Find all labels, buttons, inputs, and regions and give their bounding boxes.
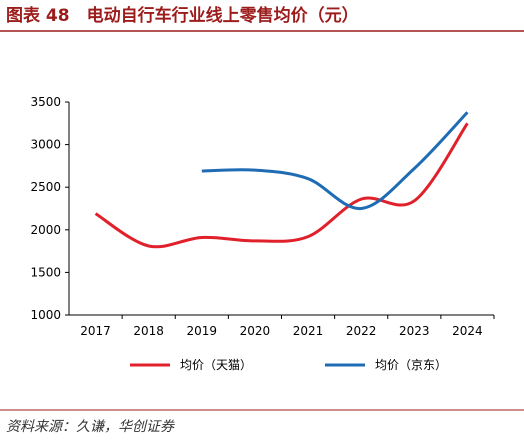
line (94, 122, 469, 249)
y-tick-label: 3500 (30, 95, 61, 109)
x-tick-label: 2022 (346, 324, 377, 338)
legend-label: 均价（京东） (375, 358, 447, 372)
x-tick-label: 2018 (133, 324, 164, 338)
source: 资料来源：久谦，华创证券 (6, 419, 175, 435)
y-tick-label: 3000 (30, 138, 61, 152)
x-tick-label: 2024 (452, 324, 483, 338)
y-tick-label: 2000 (30, 223, 61, 237)
x-tick-label: 2023 (399, 324, 430, 338)
y-tick-label: 2500 (30, 180, 61, 194)
legend-label: 均价（天猫） (180, 358, 252, 372)
x-tick-label: 2020 (240, 324, 271, 338)
x-tick-label: 2019 (187, 324, 218, 338)
y-tick-label: 1500 (30, 265, 61, 279)
line (201, 111, 469, 211)
y-tick-label: 1000 (30, 308, 61, 322)
chart-title: 图表 48 电动自行车行业线上零售均价（元） (6, 5, 359, 26)
x-tick-label: 2017 (80, 324, 111, 338)
x-tick-label: 2021 (293, 324, 324, 338)
